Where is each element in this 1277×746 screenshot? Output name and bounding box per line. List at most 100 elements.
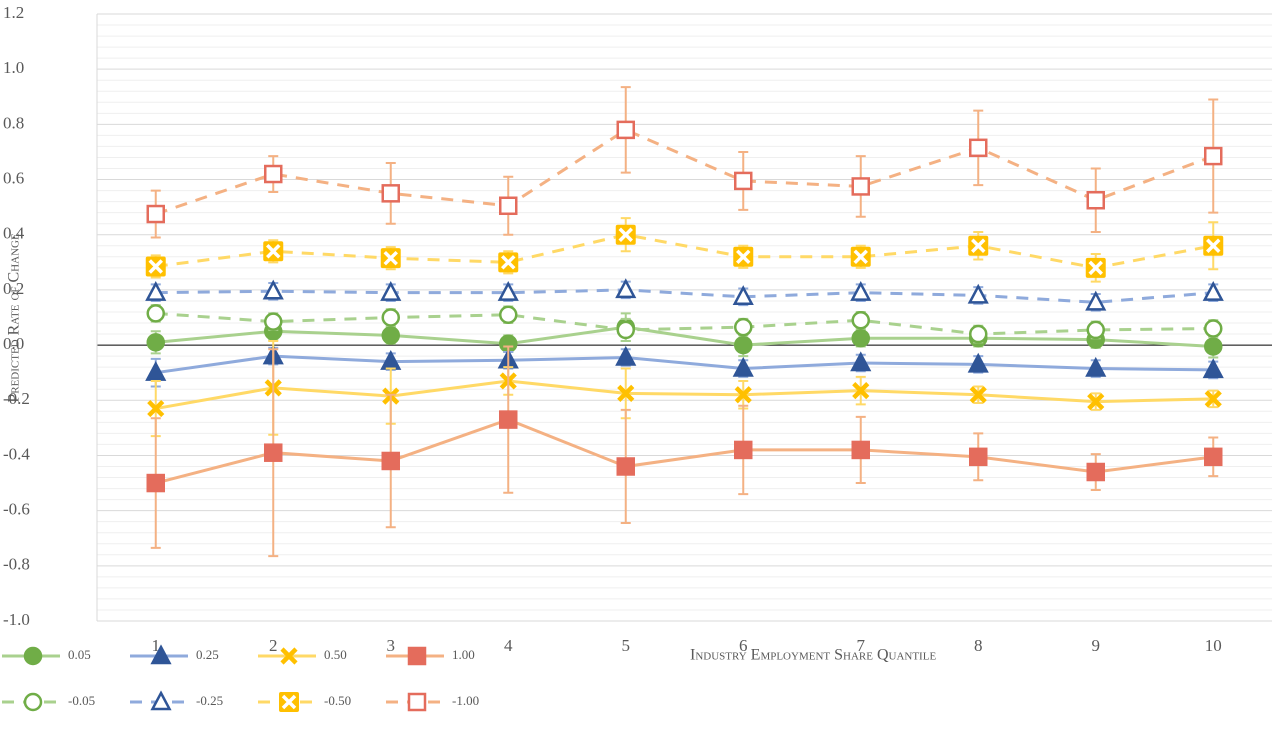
marker <box>146 304 165 323</box>
series-line <box>155 354 1214 375</box>
marker <box>615 345 637 366</box>
marker <box>146 204 165 224</box>
marker <box>616 120 635 140</box>
legend-item: -0.50 <box>258 692 351 712</box>
marker <box>734 386 752 404</box>
series <box>145 217 1224 283</box>
marker <box>262 279 284 300</box>
marker <box>381 451 400 471</box>
y-tick-label: 1.2 <box>3 3 24 22</box>
marker <box>733 246 754 267</box>
marker-shape <box>381 326 400 345</box>
marker <box>1086 190 1105 210</box>
y-tick-label: -0.2 <box>3 389 30 408</box>
marker <box>499 410 518 429</box>
marker-shape <box>732 356 754 377</box>
x-tick-label: 9 <box>1092 636 1101 655</box>
marker-shape <box>383 250 398 266</box>
marker <box>145 361 167 381</box>
y-tick-label: 0.8 <box>3 113 24 132</box>
marker <box>264 312 283 331</box>
marker <box>1085 356 1107 377</box>
marker-shape <box>1086 462 1105 482</box>
marker-shape <box>851 311 870 330</box>
marker <box>967 352 989 373</box>
marker-shape <box>732 285 754 306</box>
marker <box>147 399 165 418</box>
marker-shape <box>615 345 637 366</box>
marker-shape <box>969 138 988 158</box>
legend: 0.05 0.25 0.50 1.00 -0.05 -0.25 -0.50 -1.00 <box>2 644 479 712</box>
y-axis-title: Predicted Rate of Change <box>6 233 23 403</box>
series-line <box>155 233 1214 270</box>
marker-shape <box>150 644 172 665</box>
marker-shape <box>969 386 987 404</box>
marker <box>1204 447 1223 467</box>
marker-shape <box>280 647 298 665</box>
marker-shape <box>1087 393 1105 411</box>
marker-shape <box>147 399 165 418</box>
marker-shape <box>1204 319 1223 338</box>
y-tick-label: -1.0 <box>3 610 30 629</box>
marker <box>381 184 400 203</box>
marker <box>734 171 753 191</box>
x-axis-title: Industry Employment Share Quantile <box>690 647 936 664</box>
marker-shape <box>734 335 753 355</box>
marker <box>1085 290 1107 311</box>
marker-shape <box>851 328 870 348</box>
marker <box>850 246 871 267</box>
marker <box>969 386 987 404</box>
marker <box>1085 257 1106 278</box>
marker-shape <box>145 281 167 301</box>
marker-shape <box>1086 190 1105 210</box>
marker-shape <box>967 283 989 304</box>
y-tick-label: 0.0 <box>3 334 24 353</box>
marker <box>851 177 870 196</box>
marker-shape <box>853 249 868 265</box>
marker-shape <box>851 440 870 460</box>
legend-item: -0.05 <box>2 692 95 712</box>
legend-label: 0.25 <box>196 647 219 662</box>
marker-shape <box>1086 320 1105 340</box>
marker-shape <box>499 410 518 429</box>
marker <box>969 324 988 344</box>
marker <box>407 646 427 666</box>
marker <box>497 281 519 301</box>
legend-label: 1.00 <box>452 647 475 662</box>
y-tick-label: 0.6 <box>3 168 24 187</box>
marker <box>381 326 400 345</box>
marker <box>145 281 167 301</box>
legend-label: 0.05 <box>68 647 91 662</box>
marker <box>146 333 165 352</box>
series <box>146 345 1223 558</box>
marker <box>615 278 637 299</box>
marker <box>1204 146 1223 166</box>
marker <box>263 241 284 262</box>
x-tick-label: 5 <box>622 636 631 655</box>
marker-shape <box>851 177 870 196</box>
y-tick-label: 1.0 <box>3 58 24 77</box>
marker <box>1204 337 1223 356</box>
marker <box>280 647 298 665</box>
series <box>145 278 1224 312</box>
marker-shape <box>615 278 637 299</box>
series-line <box>155 325 1214 348</box>
marker-shape <box>23 692 43 712</box>
marker-shape <box>850 351 872 372</box>
marker-shape <box>407 646 427 666</box>
marker-shape <box>264 443 283 462</box>
marker-shape <box>150 690 172 711</box>
marker-shape <box>616 120 635 140</box>
marker-shape <box>734 171 753 191</box>
y-tick-label: 0.4 <box>3 224 25 243</box>
y-tick-label: -0.4 <box>3 444 30 463</box>
x-tick-label: 3 <box>387 636 396 655</box>
legend-label: -0.05 <box>68 693 95 708</box>
y-tick-label: -0.8 <box>3 555 30 574</box>
marker <box>1204 319 1223 338</box>
series <box>145 344 1224 388</box>
marker-shape <box>618 227 633 242</box>
marker-shape <box>497 281 519 301</box>
marker-shape <box>616 320 635 340</box>
